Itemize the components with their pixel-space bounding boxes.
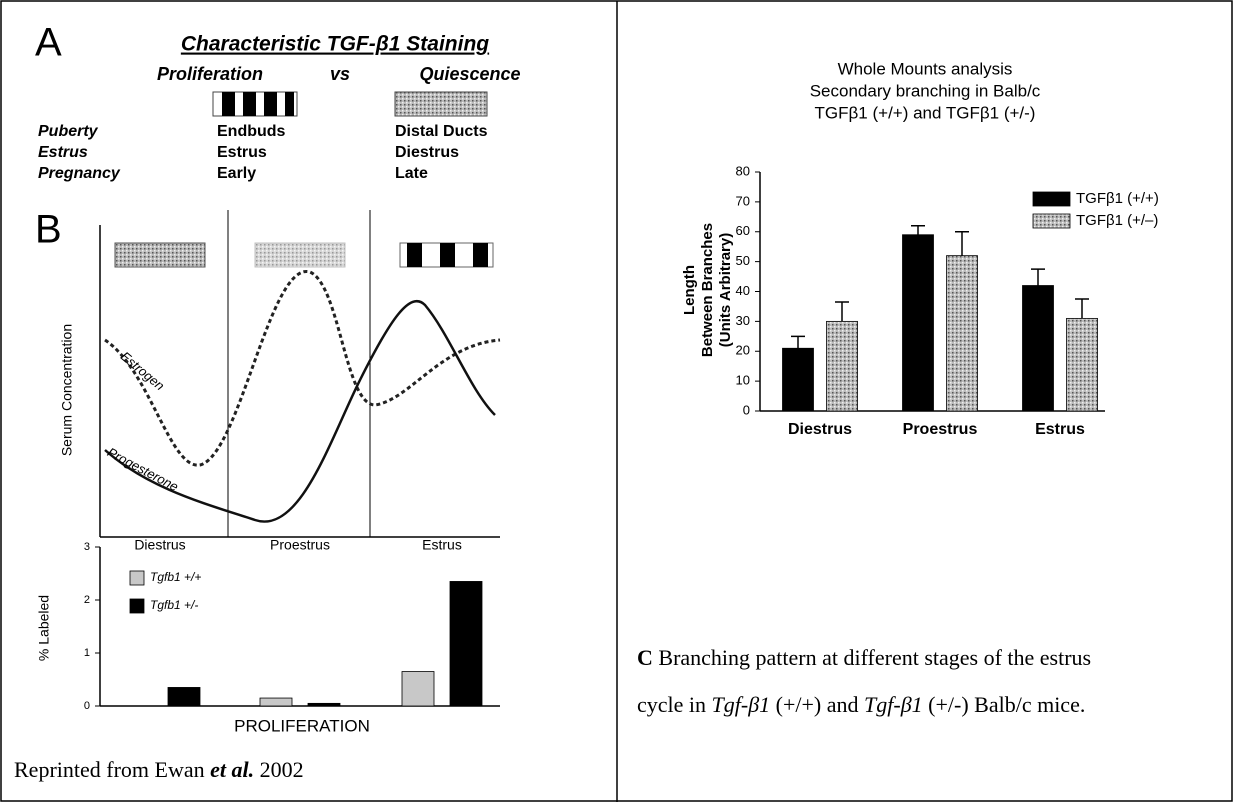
error-bar xyxy=(1031,269,1045,285)
x-tick-label: Diestrus xyxy=(788,421,852,438)
cell: Early xyxy=(217,165,256,182)
bar xyxy=(168,687,200,706)
legend-label: TGFβ1 (+/+) xyxy=(1076,190,1159,207)
chart-title: Whole Mounts analysis xyxy=(838,59,1013,78)
stain-strip xyxy=(395,92,487,116)
x-tick-label: Proestrus xyxy=(903,421,978,438)
bar xyxy=(1023,286,1054,411)
bar-chart: 0 1 2 3 Diestrus Proestrus Estrus Tgfb1 +/+ Tgfb… xyxy=(36,537,500,736)
x-tick-label: Diestrus xyxy=(134,537,185,553)
footnote-text: 2002 xyxy=(254,757,304,782)
legend-swatch xyxy=(1033,192,1070,206)
column-heading: Quiescence xyxy=(419,64,520,84)
x-tick-label: Estrus xyxy=(1035,421,1085,438)
axis-label: Between Branches xyxy=(699,223,716,357)
error-bar xyxy=(835,302,849,321)
gene-name: Tgf-β1 xyxy=(712,692,771,717)
bar xyxy=(260,698,292,706)
cell: Diestrus xyxy=(395,144,459,161)
y-tick-label: 0 xyxy=(743,402,750,417)
chart-title: Secondary branching in Balb/c xyxy=(810,81,1041,100)
caption-label: C xyxy=(637,645,653,670)
error-bar xyxy=(911,226,925,235)
axis-label: Serum Concentration xyxy=(59,324,75,456)
y-tick-label: 40 xyxy=(736,283,750,298)
panel-label: B xyxy=(35,208,62,252)
caption-text: (+/+) and xyxy=(770,692,864,717)
caption-text: Branching pattern at different stages of… xyxy=(653,645,1091,670)
legend-label: Tgfb1 +/+ xyxy=(150,570,201,584)
error-bar xyxy=(1075,299,1089,318)
footnote: Reprinted from Ewan et al. 2002 xyxy=(14,757,304,782)
footnote-text: Reprinted from Ewan xyxy=(14,757,210,782)
vs-label: vs xyxy=(330,64,350,84)
legend-swatch xyxy=(130,571,144,585)
panel-a-title: Characteristic TGF-β1 Staining xyxy=(181,33,489,56)
row-label: Estrus xyxy=(38,144,88,161)
bar-chart: 0 10 20 30 40 50 60 70 80 Diestrus Proestrus Estrus… xyxy=(681,59,1159,438)
caption: C Branching pattern at different stages … xyxy=(637,645,1091,670)
row-label: Puberty xyxy=(38,123,99,140)
legend-swatch xyxy=(130,599,144,613)
caption: cycle in Tgf-β1 (+/+) and Tgf-β1 (+/-) B… xyxy=(637,692,1085,717)
caption-text: (+/-) Balb/c mice. xyxy=(923,692,1086,717)
y-tick-label: 60 xyxy=(736,223,750,238)
error-bar xyxy=(955,232,969,256)
y-tick-label: 30 xyxy=(736,313,750,328)
footnote-text: et al. xyxy=(210,757,254,782)
panel-label: A xyxy=(35,21,62,65)
cell: Distal Ducts xyxy=(395,123,488,140)
curve-label: Progesterone xyxy=(105,444,181,494)
bar xyxy=(450,581,482,706)
y-tick-label: 0 xyxy=(84,700,90,712)
y-tick-label: 10 xyxy=(736,373,750,388)
x-tick-label: Proestrus xyxy=(270,537,330,553)
y-tick-label: 1 xyxy=(84,647,90,659)
y-tick-label: 20 xyxy=(736,343,750,358)
gene-name: Tgf-β1 xyxy=(864,692,923,717)
cell: Estrus xyxy=(217,144,267,161)
column-heading: Proliferation xyxy=(157,64,263,84)
row-label: Pregnancy xyxy=(38,165,121,182)
y-tick-label: 3 xyxy=(84,541,90,553)
legend-label: TGFβ1 (+/–) xyxy=(1076,212,1158,229)
stain-strip xyxy=(213,92,297,116)
y-tick-label: 50 xyxy=(736,253,750,268)
estrogen-curve xyxy=(105,271,500,465)
y-tick-label: 80 xyxy=(736,163,750,178)
cell: Late xyxy=(395,165,428,182)
bar xyxy=(947,256,978,411)
curve-label: Estrogen xyxy=(118,348,168,393)
figure: A Characteristic TGF-β1 Staining Prolife… xyxy=(0,0,1233,802)
bar xyxy=(308,703,340,706)
page: A Characteristic TGF-β1 Staining Prolife… xyxy=(0,0,1233,802)
x-tick-label: Estrus xyxy=(422,537,462,553)
error-bar xyxy=(791,336,805,348)
axis-label: PROLIFERATION xyxy=(234,716,370,735)
axis-label: Length xyxy=(681,265,698,315)
y-tick-label: 70 xyxy=(736,193,750,208)
bar xyxy=(827,321,858,411)
bar xyxy=(783,348,814,411)
stain-strip xyxy=(400,243,493,267)
stain-strip xyxy=(115,243,205,267)
cell: Endbuds xyxy=(217,123,286,140)
y-tick-label: 2 xyxy=(84,594,90,606)
legend-label: Tgfb1 +/- xyxy=(150,598,198,612)
table: Puberty Endbuds Distal Ducts Estrus Estrus Di… xyxy=(38,123,488,182)
chart-title: TGFβ1 (+/+) and TGFβ1 (+/-) xyxy=(815,103,1036,122)
bar xyxy=(903,235,934,411)
caption-text: cycle in xyxy=(637,692,712,717)
axis-label: (Units Arbitrary) xyxy=(717,233,734,347)
bar xyxy=(402,672,434,706)
axis-label: % Labeled xyxy=(36,595,52,661)
legend-swatch xyxy=(1033,214,1070,228)
bar xyxy=(1067,318,1098,411)
stain-strip xyxy=(255,243,345,267)
